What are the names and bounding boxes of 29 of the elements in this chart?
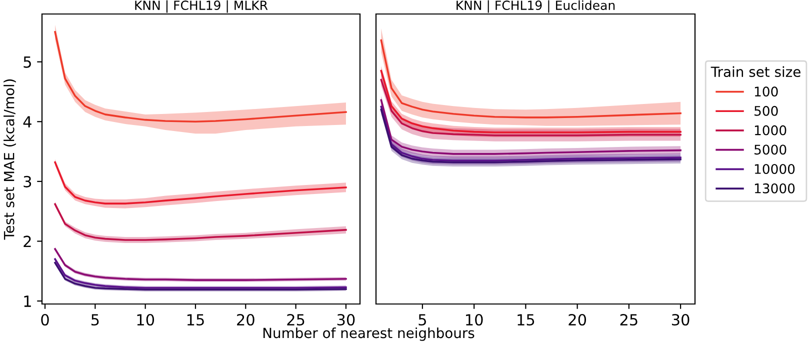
x-tick-label: 5 [418, 314, 426, 326]
x-tick-label: 15 [518, 314, 534, 326]
y-tick-label: 4 [23, 116, 32, 128]
x-tick-label: 15 [187, 314, 204, 326]
x-tick-label: 5 [91, 314, 99, 326]
legend-label: 10000 [754, 164, 795, 174]
x-tick-label: 25 [620, 314, 638, 326]
x-tick-label: 10 [466, 314, 483, 326]
x-tick-label: 30 [337, 314, 355, 326]
legend-title: Train set size [710, 66, 800, 78]
x-tick-label: 20 [237, 314, 254, 326]
legend-label: 500 [754, 106, 778, 116]
legend-label: 5000 [754, 144, 786, 155]
x-axis-title: Number of nearest neighbours [263, 327, 474, 341]
legend-label: 100 [754, 86, 778, 97]
legend-label: 1000 [754, 125, 786, 136]
legend-label: 13000 [754, 183, 795, 194]
x-tick-label: 20 [568, 314, 586, 326]
y-tick-label: 2 [24, 236, 31, 248]
x-tick-label: 30 [672, 314, 690, 326]
y-tick-label: 3 [24, 176, 32, 188]
chart-title: KNN | FCHL19 | Euclidean [456, 0, 615, 13]
y-axis-title: Test set MAE (kcal/mol) [4, 79, 16, 240]
x-tick-label: 10 [137, 314, 154, 326]
y-tick-label: 1 [24, 296, 31, 307]
x-tick-label: 0 [41, 314, 49, 326]
chart-title: KNN | FCHL19 | MLKR [135, 0, 268, 13]
y-tick-label: 5 [24, 56, 31, 68]
x-tick-label: 25 [287, 314, 304, 326]
